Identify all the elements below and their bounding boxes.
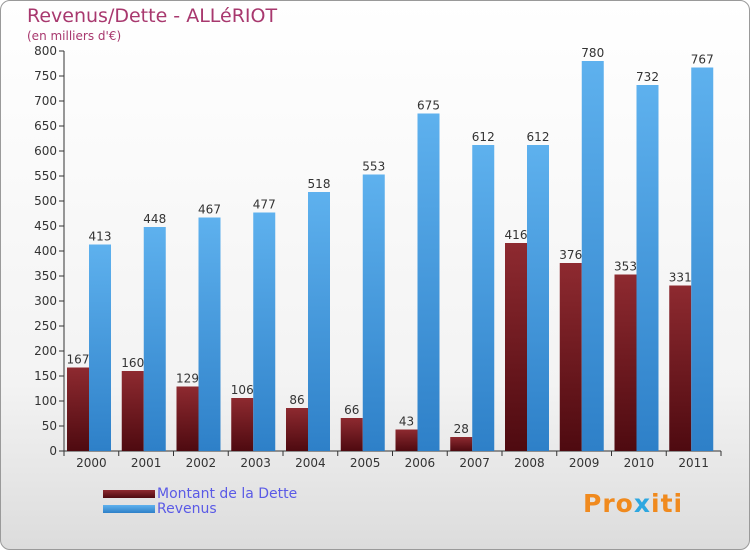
y-tick-label: 750 <box>34 69 57 83</box>
y-tick-label: 250 <box>34 319 57 333</box>
y-tick-label: 300 <box>34 294 57 308</box>
data-label-revenue: 612 <box>472 130 495 144</box>
data-label-debt: 106 <box>231 383 254 397</box>
data-label-debt: 353 <box>614 260 637 274</box>
y-tick-label: 550 <box>34 169 57 183</box>
data-label-debt: 167 <box>67 353 90 367</box>
data-label-debt: 129 <box>176 372 199 386</box>
x-tick-label: 2011 <box>678 456 709 470</box>
bar-debt <box>450 437 473 451</box>
data-label-revenue: 477 <box>253 198 276 212</box>
data-label-revenue: 767 <box>691 53 714 67</box>
x-tick-label: 2007 <box>459 456 490 470</box>
chart-subtitle: (en milliers d'€) <box>27 29 122 43</box>
data-label-revenue: 518 <box>308 177 331 191</box>
data-label-debt: 160 <box>121 356 144 370</box>
bar-debt <box>67 367 89 451</box>
bar-debt <box>505 243 527 451</box>
y-tick-label: 700 <box>34 94 57 108</box>
bar-debt <box>669 285 692 451</box>
x-tick-label: 2001 <box>131 456 162 470</box>
data-label-revenue: 732 <box>636 70 659 84</box>
bar-revenue <box>308 192 330 451</box>
data-label-debt: 86 <box>289 393 304 407</box>
data-label-revenue: 612 <box>527 130 550 144</box>
data-label-debt: 43 <box>399 415 414 429</box>
x-tick-label: 2009 <box>569 456 600 470</box>
bar-revenue <box>253 212 276 451</box>
data-label-revenue: 448 <box>143 212 166 226</box>
bar-revenue <box>581 61 604 451</box>
data-label-revenue: 780 <box>581 46 604 60</box>
bar-revenue <box>417 113 440 451</box>
legend-label-debt: Montant de la Dette <box>157 486 298 502</box>
y-tick-label: 50 <box>42 419 57 433</box>
x-tick-label: 2005 <box>350 456 381 470</box>
y-tick-label: 400 <box>34 244 57 258</box>
data-label-debt: 66 <box>344 403 359 417</box>
data-label-revenue: 413 <box>89 230 112 244</box>
data-label-debt: 28 <box>454 422 469 436</box>
y-tick-label: 150 <box>34 369 57 383</box>
x-tick-label: 2008 <box>514 456 545 470</box>
data-label-debt: 331 <box>669 271 692 285</box>
bar-debt <box>614 274 637 451</box>
data-label-revenue: 553 <box>362 160 385 174</box>
y-tick-label: 600 <box>34 144 57 158</box>
legend-label-revenue: Revenus <box>157 501 217 517</box>
bar-debt <box>340 418 363 451</box>
bar-revenue <box>527 145 549 451</box>
x-tick-label: 2000 <box>76 456 107 470</box>
y-tick-label: 650 <box>34 119 57 133</box>
bar-debt <box>121 371 144 451</box>
x-tick-label: 2002 <box>186 456 217 470</box>
legend-swatch-debt <box>103 490 155 498</box>
proxiti-logo: Proxiti <box>583 489 684 518</box>
data-label-revenue: 467 <box>198 203 221 217</box>
legend-swatch-revenue <box>103 505 155 513</box>
bar-debt <box>176 386 199 451</box>
bar-debt <box>231 398 254 451</box>
bar-debt <box>286 408 308 451</box>
bar-debt <box>395 429 418 451</box>
x-tick-label: 2003 <box>240 456 271 470</box>
y-tick-label: 450 <box>34 219 57 233</box>
x-tick-label: 2006 <box>405 456 436 470</box>
bar-revenue <box>472 145 495 451</box>
chart-title: Revenus/Dette - ALLéRIOT <box>27 5 278 27</box>
bar-revenue <box>636 85 659 451</box>
y-tick-label: 350 <box>34 269 57 283</box>
bar-revenue <box>143 227 166 451</box>
y-tick-label: 0 <box>49 444 57 458</box>
bar-revenue <box>691 67 714 451</box>
bar-revenue <box>198 217 221 451</box>
x-tick-label: 2004 <box>295 456 326 470</box>
data-label-debt: 376 <box>559 248 582 262</box>
x-tick-label: 2010 <box>624 456 655 470</box>
bar-debt <box>559 263 582 451</box>
y-tick-label: 800 <box>34 44 57 58</box>
data-label-debt: 416 <box>505 228 528 242</box>
bar-revenue <box>362 174 385 451</box>
y-tick-label: 500 <box>34 194 57 208</box>
data-label-revenue: 675 <box>417 99 440 113</box>
y-tick-label: 100 <box>34 394 57 408</box>
y-tick-label: 200 <box>34 344 57 358</box>
bar-revenue <box>89 244 111 451</box>
